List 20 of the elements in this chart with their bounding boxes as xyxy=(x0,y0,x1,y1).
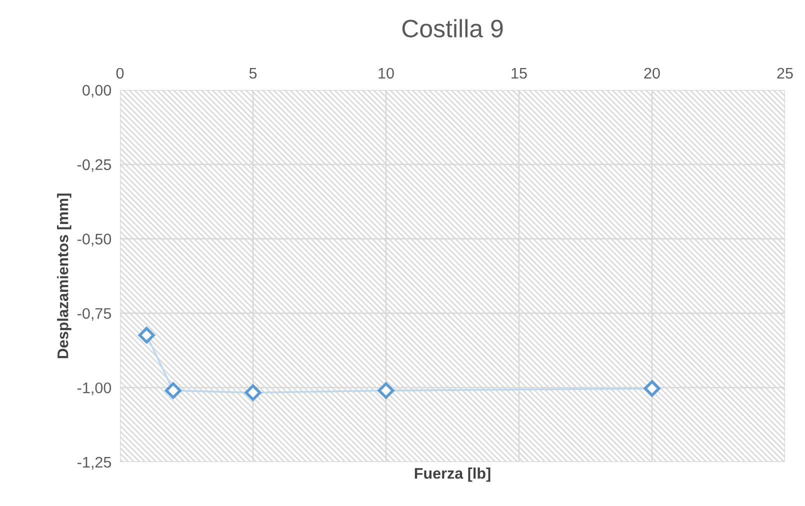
y-tick-label: -1,25 xyxy=(78,456,112,470)
x-axis-title: Fuerza [lb] xyxy=(414,468,490,482)
y-tick-label: -0,25 xyxy=(78,159,112,172)
x-tick-label: 20 xyxy=(644,68,660,79)
y-tick-label: 0,00 xyxy=(82,84,112,98)
x-tick-label: 5 xyxy=(249,68,257,79)
x-tick-label: 15 xyxy=(512,68,527,79)
y-axis-title: Desplazamientos [mm] xyxy=(57,194,72,358)
y-tick-label: -1,00 xyxy=(78,382,112,396)
chart-title: Costilla 9 xyxy=(402,19,503,38)
x-tick-label: 25 xyxy=(777,68,793,79)
point xyxy=(244,384,262,401)
point xyxy=(378,382,394,399)
y-tick-label: -0,75 xyxy=(78,308,112,321)
x-tick-label: 0 xyxy=(116,68,124,79)
y-tick-label: -0,50 xyxy=(78,234,112,246)
point xyxy=(138,326,155,344)
point xyxy=(644,380,660,397)
x-tick-label: 10 xyxy=(378,68,394,79)
point xyxy=(164,382,182,399)
